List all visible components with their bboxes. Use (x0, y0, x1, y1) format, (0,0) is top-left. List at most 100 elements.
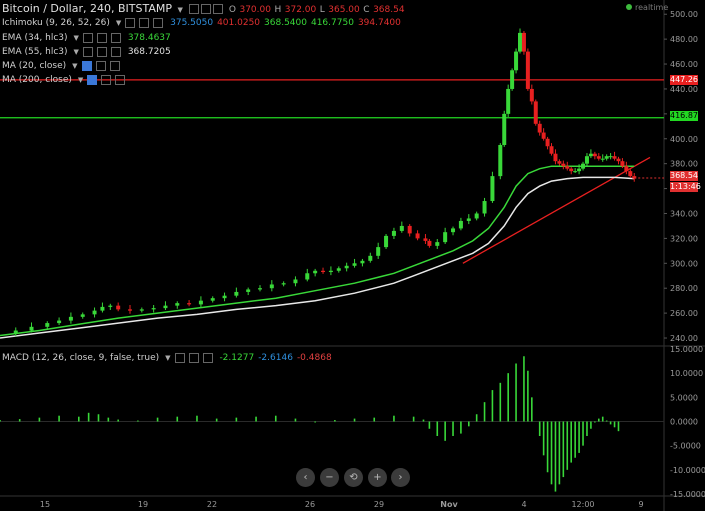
close-icon[interactable] (202, 352, 213, 363)
ohlc-label-h: H (274, 5, 282, 15)
macd-legend[interactable]: MACD (12, 26, close, 9, false, true) ▼ -2… (2, 352, 336, 365)
macd-tick-label: -15.0000 (670, 490, 705, 499)
eye-icon[interactable] (201, 4, 212, 14)
y-tick-label: 460.00 (670, 60, 698, 69)
candle-body (557, 161, 562, 164)
y-tick-label: 260.00 (670, 309, 698, 318)
resistance-price-label: 447.26 (670, 75, 698, 85)
indicator-label[interactable]: Ichimoku (9, 26, 52, 26) (2, 18, 110, 28)
candle-body (541, 132, 546, 139)
chevron-down-icon[interactable]: ▼ (115, 19, 122, 27)
chevron-down-icon[interactable]: ▼ (177, 6, 183, 14)
candle-body (584, 156, 589, 164)
indicator-row-ema55[interactable]: EMA (55, hlc3) ▼ 368.7205 (2, 46, 175, 59)
candle-body (573, 171, 578, 173)
candle-body (596, 156, 601, 159)
indicator-row-ema34[interactable]: EMA (34, hlc3) ▼ 378.4637 (2, 32, 175, 45)
y-tick-label: 320.00 (670, 234, 698, 243)
indicator-label[interactable]: MA (200, close) (2, 75, 72, 85)
ohlc-label-l: L (319, 5, 325, 15)
chevron-left-icon[interactable]: ‹ (296, 468, 315, 487)
y-tick-label: 380.00 (670, 160, 698, 169)
ohlc-low: 365.00 (328, 5, 360, 15)
indicator-value: 401.0250 (217, 18, 261, 28)
chevron-down-icon[interactable]: ▼ (73, 34, 79, 42)
settings-icon[interactable] (125, 17, 136, 28)
candle-body (187, 303, 192, 305)
indicator-row-ichimoku[interactable]: Ichimoku (9, 26, 52, 26) ▼ 375.5050 401.02… (2, 17, 405, 30)
y-tick-label: 500.00 (670, 10, 698, 19)
reset-icon[interactable]: ⟲ (344, 468, 363, 487)
eye-icon[interactable] (95, 60, 106, 71)
indicator-value: 368.5400 (264, 18, 307, 28)
candle-body (632, 176, 637, 179)
macd-label[interactable]: MACD (12, 26, close, 9, false, true) (2, 353, 160, 363)
close-icon[interactable] (213, 4, 224, 14)
candle-body (258, 288, 262, 290)
symbol-label[interactable]: Bitcoin / Dollar, 240, BITSTAMP (2, 2, 172, 15)
eye-icon[interactable] (101, 74, 112, 85)
y-tick-label: 480.00 (670, 35, 698, 44)
ohlc-open: 370.00 (239, 5, 271, 15)
settings-icon[interactable] (82, 32, 93, 43)
indicator-label[interactable]: EMA (34, hlc3) (2, 33, 68, 43)
close-icon[interactable] (110, 32, 121, 43)
chevron-down-icon[interactable]: ▼ (72, 62, 78, 70)
candle-body (269, 284, 274, 289)
settings-icon[interactable] (189, 4, 200, 14)
candle-body (529, 88, 534, 102)
eye-icon[interactable] (96, 32, 107, 43)
candle-body (624, 166, 629, 172)
macd-tick-label: 0.0000 (670, 418, 698, 427)
settings-icon[interactable] (82, 46, 93, 57)
close-icon[interactable] (153, 17, 164, 28)
y-tick-label: 280.00 (670, 284, 698, 293)
indicator-value: 378.4637 (127, 33, 171, 43)
chevron-down-icon[interactable]: ▼ (77, 76, 84, 84)
eye-icon[interactable] (139, 17, 150, 28)
eye-icon[interactable] (188, 352, 199, 363)
candle-body (352, 263, 357, 266)
indicator-row-ma20[interactable]: MA (20, close) ▼ (2, 60, 124, 73)
candle-body (549, 146, 554, 154)
x-tick-label: 19 (138, 500, 148, 509)
settings-icon[interactable] (87, 74, 98, 85)
countdown-label: 1:13:46 (670, 182, 701, 192)
indicator-row-ma200[interactable]: MA (200, close) ▼ (2, 74, 129, 87)
candle-body (234, 291, 239, 296)
settings-icon[interactable] (81, 60, 92, 71)
chevron-down-icon[interactable]: ▼ (165, 354, 171, 362)
candle-body (458, 220, 463, 229)
indicator-label[interactable]: EMA (55, hlc3) (2, 47, 68, 57)
settings-icon[interactable] (174, 352, 185, 363)
chevron-down-icon[interactable]: ▼ (73, 48, 79, 56)
x-tick-label: 15 (40, 500, 50, 509)
candle-body (360, 260, 365, 264)
candle-body (553, 153, 558, 162)
candle-body (545, 138, 550, 147)
eye-icon[interactable] (96, 46, 107, 57)
candle-body (451, 228, 456, 233)
indicator-value: 368.7205 (127, 47, 171, 57)
candle-body (151, 308, 156, 310)
candle-body (435, 242, 440, 246)
candle-body (163, 305, 168, 309)
candle-body (246, 289, 251, 292)
zoom-out-icon[interactable]: − (320, 468, 339, 487)
candle-body (198, 300, 203, 305)
indicator-label[interactable]: MA (20, close) (2, 61, 67, 71)
candle-body (604, 156, 609, 159)
zoom-in-icon[interactable]: + (368, 468, 387, 487)
candle-body (13, 330, 18, 334)
candle-body (600, 158, 605, 160)
candle-body (506, 88, 511, 114)
candle-body (423, 238, 428, 241)
close-icon[interactable] (110, 46, 121, 57)
status-dot-icon (626, 4, 632, 10)
chevron-right-icon[interactable]: › (391, 468, 410, 487)
candle-body (407, 225, 412, 234)
close-icon[interactable] (109, 60, 120, 71)
candle-body (222, 295, 227, 299)
close-icon[interactable] (115, 74, 126, 85)
candle-body (128, 309, 132, 311)
